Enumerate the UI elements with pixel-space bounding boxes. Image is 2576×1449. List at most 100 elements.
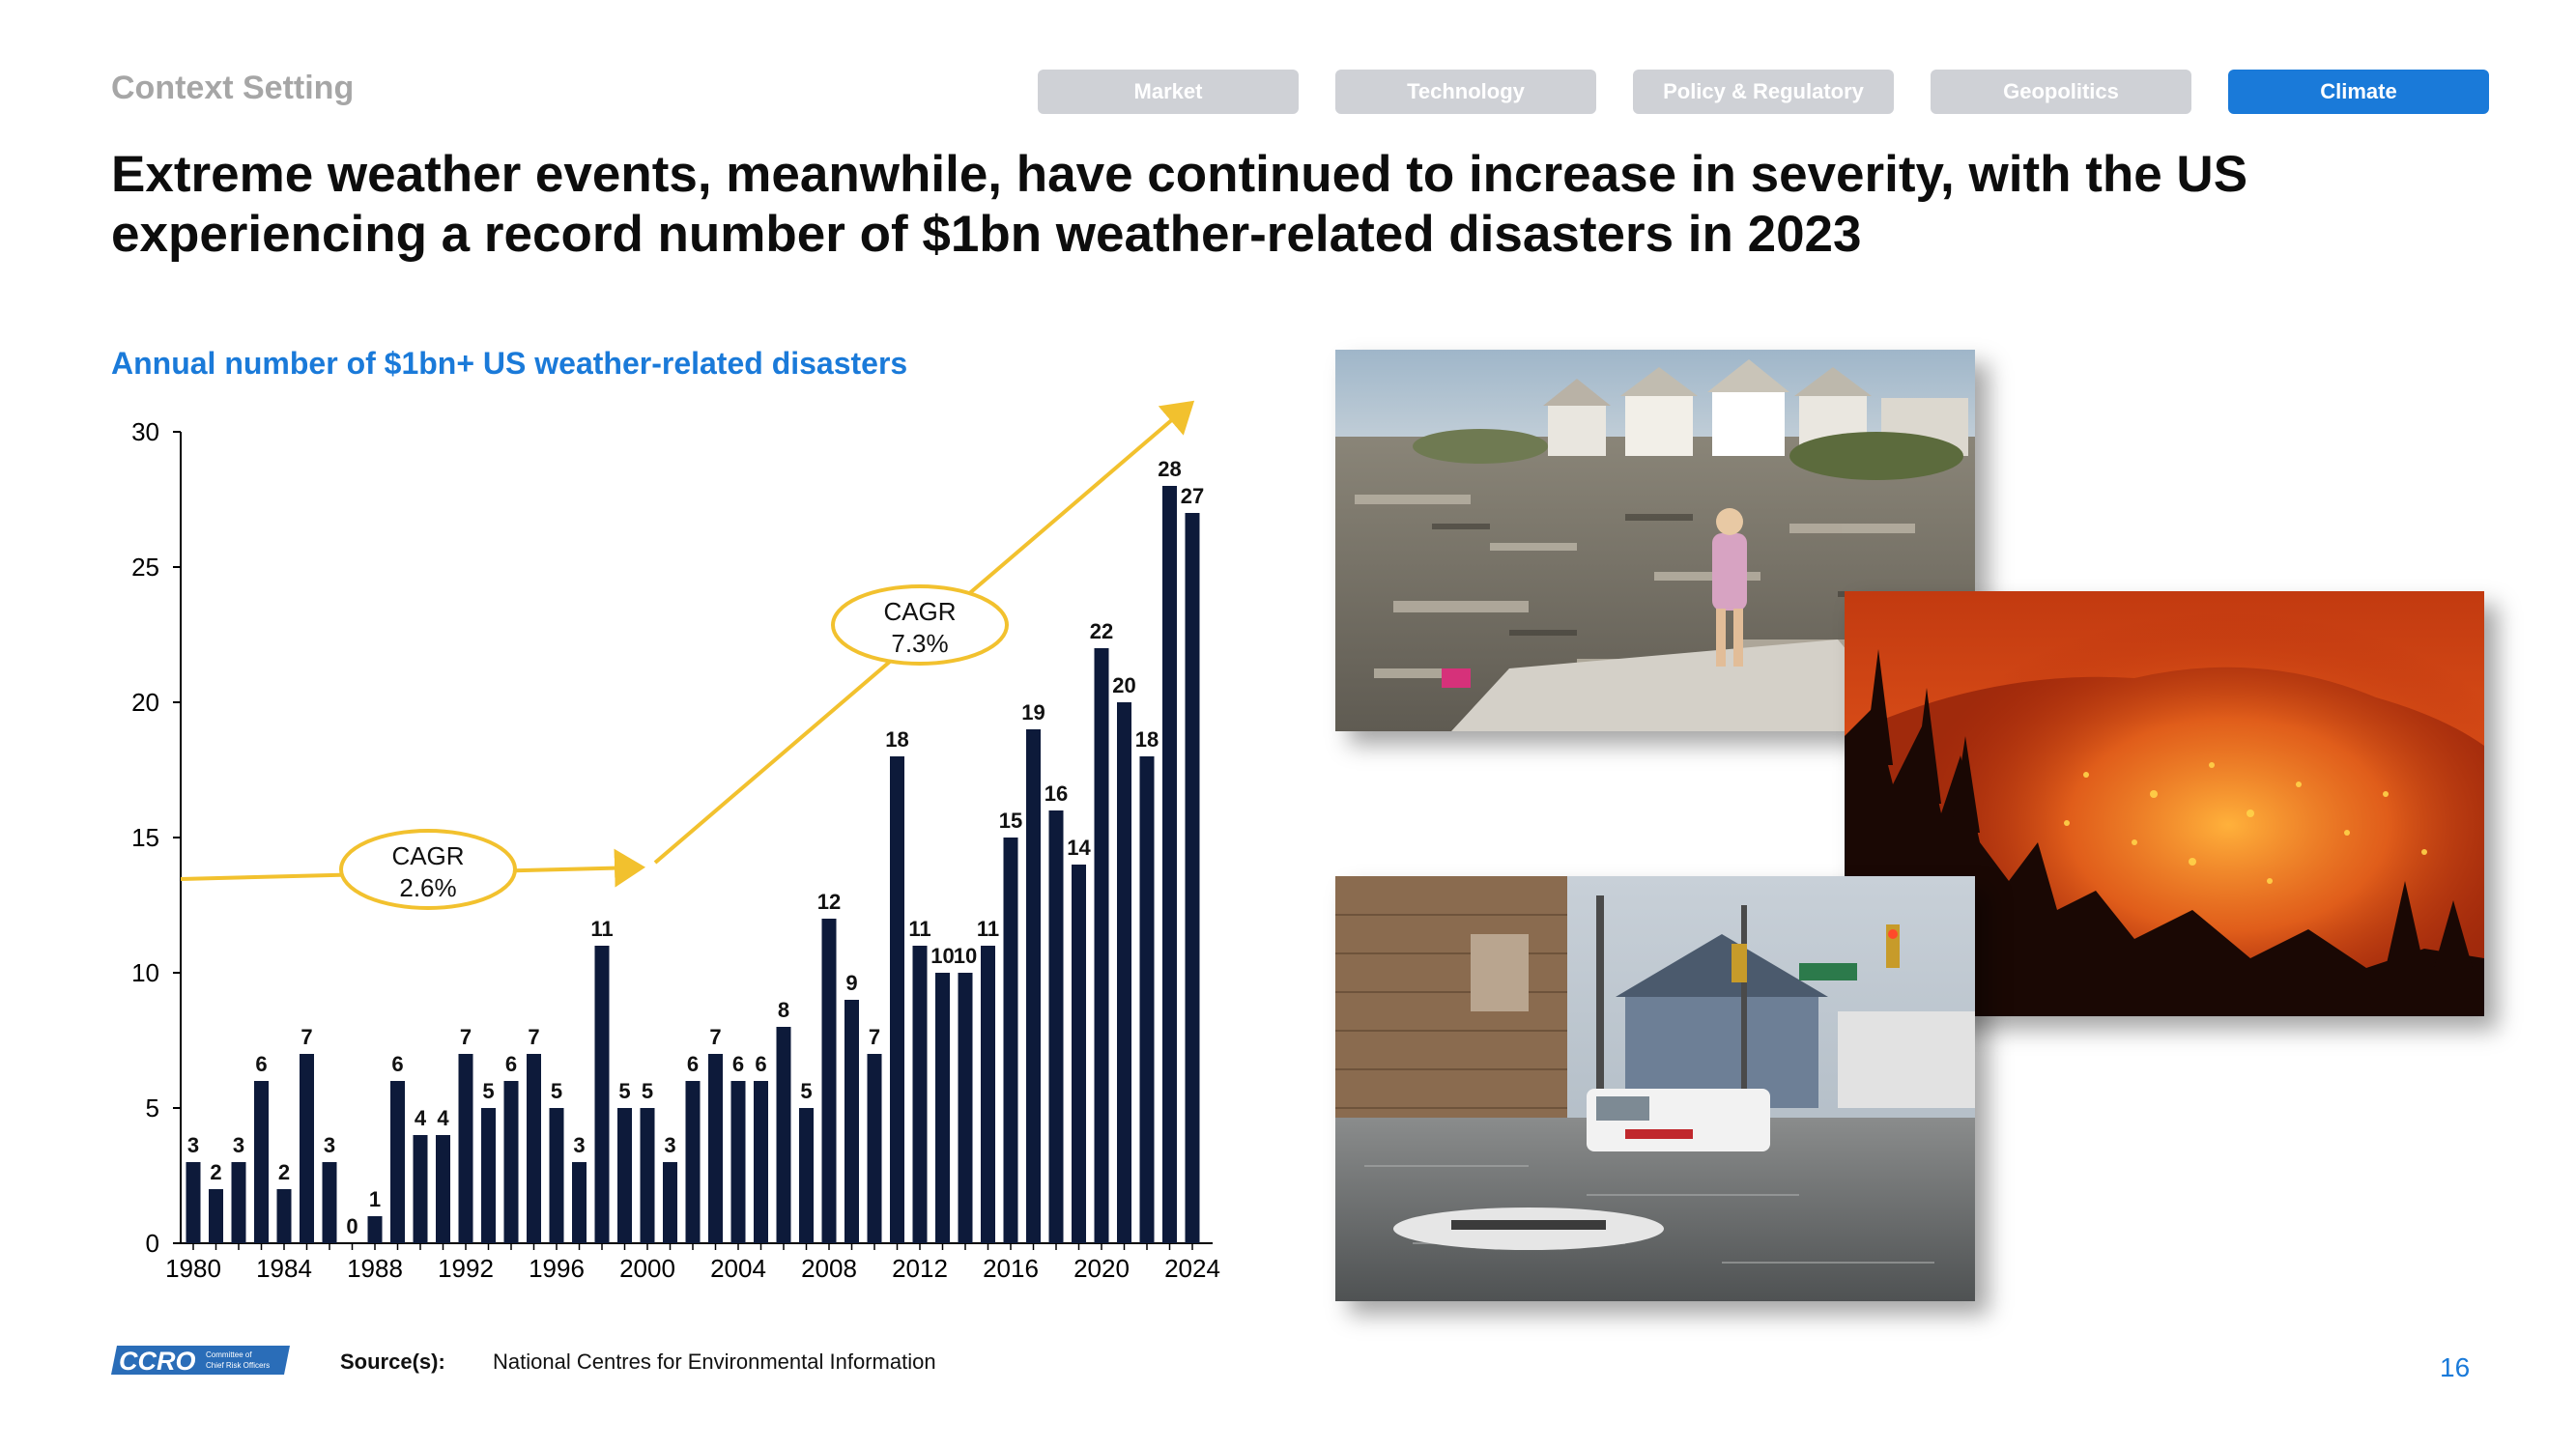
x-tick-label: 2004 bbox=[710, 1254, 766, 1283]
tab-technology[interactable]: Technology bbox=[1335, 70, 1596, 114]
data-label: 10 bbox=[930, 944, 954, 968]
cagr-callout bbox=[831, 584, 1009, 666]
y-tick-label: 30 bbox=[131, 417, 159, 446]
data-label: 6 bbox=[732, 1052, 744, 1076]
data-label: 14 bbox=[1067, 836, 1091, 860]
tab-policy-regulatory[interactable]: Policy & Regulatory bbox=[1633, 70, 1894, 114]
bar bbox=[458, 1054, 473, 1243]
data-label: 27 bbox=[1181, 484, 1204, 508]
bar bbox=[1048, 810, 1064, 1243]
bar bbox=[209, 1189, 223, 1243]
bar bbox=[572, 1162, 587, 1243]
bar bbox=[617, 1108, 632, 1243]
bar bbox=[663, 1162, 677, 1243]
cagr-value: 2.6% bbox=[399, 873, 456, 902]
data-label: 3 bbox=[664, 1133, 675, 1157]
data-label: 22 bbox=[1090, 619, 1113, 643]
page-headline: Extreme weather events, meanwhile, have … bbox=[111, 146, 2248, 263]
bar bbox=[912, 946, 928, 1243]
x-tick-label: 1984 bbox=[256, 1254, 312, 1283]
data-label: 5 bbox=[800, 1079, 812, 1103]
bar bbox=[730, 1081, 746, 1243]
data-label: 6 bbox=[391, 1052, 403, 1076]
page-number: 16 bbox=[2440, 1352, 2471, 1382]
data-label: 3 bbox=[233, 1133, 244, 1157]
bar bbox=[367, 1216, 383, 1243]
bar bbox=[776, 1027, 791, 1243]
bar bbox=[527, 1054, 541, 1243]
data-label: 3 bbox=[324, 1133, 335, 1157]
bar bbox=[481, 1108, 496, 1243]
bar bbox=[958, 973, 973, 1243]
bar bbox=[935, 973, 950, 1243]
bar bbox=[685, 1081, 701, 1243]
chart-title: Annual number of $1bn+ US weather-relate… bbox=[111, 346, 908, 381]
y-tick-label: 0 bbox=[146, 1229, 159, 1258]
bar bbox=[844, 1000, 859, 1243]
x-tick-label: 2024 bbox=[1164, 1254, 1220, 1283]
bar bbox=[1003, 838, 1018, 1243]
bar bbox=[254, 1081, 269, 1243]
bar bbox=[1026, 729, 1041, 1243]
x-tick-label: 2020 bbox=[1073, 1254, 1130, 1283]
x-tick-label: 1988 bbox=[347, 1254, 403, 1283]
data-label: 7 bbox=[709, 1025, 721, 1049]
data-label: 18 bbox=[885, 727, 908, 752]
svg-text:Chief Risk Officers: Chief Risk Officers bbox=[206, 1361, 270, 1370]
data-label: 3 bbox=[573, 1133, 585, 1157]
data-label: 7 bbox=[301, 1025, 312, 1049]
y-tick-label: 10 bbox=[131, 958, 159, 987]
data-label: 19 bbox=[1021, 700, 1045, 724]
data-label: 10 bbox=[954, 944, 977, 968]
data-label: 3 bbox=[187, 1133, 199, 1157]
bar bbox=[708, 1054, 723, 1243]
y-tick-label: 15 bbox=[131, 823, 159, 852]
svg-text:CCRO: CCRO bbox=[119, 1347, 196, 1375]
bar bbox=[754, 1081, 768, 1243]
ccro-logo: CCRO Committee of Chief Risk Officers bbox=[111, 1346, 290, 1375]
bar bbox=[390, 1081, 405, 1243]
bar bbox=[549, 1108, 564, 1243]
data-label: 7 bbox=[528, 1025, 539, 1049]
data-label: 5 bbox=[551, 1079, 562, 1103]
section-label: Context Setting bbox=[111, 70, 355, 106]
bar bbox=[186, 1162, 201, 1243]
data-label: 7 bbox=[869, 1025, 880, 1049]
data-label: 6 bbox=[687, 1052, 699, 1076]
x-tick-label: 2000 bbox=[619, 1254, 675, 1283]
cagr-value: 7.3% bbox=[891, 629, 948, 658]
data-label: 11 bbox=[908, 917, 930, 941]
x-tick-label: 2008 bbox=[801, 1254, 857, 1283]
bar bbox=[1094, 648, 1109, 1243]
data-label: 5 bbox=[618, 1079, 630, 1103]
bar bbox=[1139, 756, 1155, 1243]
x-tick-label: 1992 bbox=[438, 1254, 494, 1283]
tab-market[interactable]: Market bbox=[1038, 70, 1299, 114]
data-label: 11 bbox=[977, 917, 999, 941]
bar bbox=[1117, 702, 1131, 1243]
bar bbox=[867, 1054, 882, 1243]
source-text: National Centres for Environmental Infor… bbox=[493, 1350, 936, 1374]
y-tick-label: 25 bbox=[131, 553, 159, 582]
bar bbox=[890, 756, 904, 1243]
svg-text:Committee of: Committee of bbox=[206, 1350, 252, 1359]
cagr-callout bbox=[339, 829, 517, 910]
flood-photo bbox=[1335, 876, 1975, 1301]
data-label: 16 bbox=[1045, 781, 1068, 806]
data-label: 8 bbox=[778, 998, 789, 1022]
bar bbox=[276, 1189, 292, 1243]
tab-climate[interactable]: Climate bbox=[2228, 70, 2489, 114]
data-label: 0 bbox=[346, 1214, 358, 1238]
data-label: 2 bbox=[278, 1160, 290, 1184]
bar bbox=[1185, 513, 1200, 1243]
data-label: 12 bbox=[817, 890, 841, 914]
data-label: 6 bbox=[255, 1052, 267, 1076]
data-label: 5 bbox=[642, 1079, 653, 1103]
source-label: Source(s): bbox=[340, 1350, 445, 1374]
tab-geopolitics[interactable]: Geopolitics bbox=[1931, 70, 2191, 114]
bar bbox=[1072, 865, 1086, 1243]
data-label: 5 bbox=[482, 1079, 494, 1103]
data-label: 6 bbox=[505, 1052, 517, 1076]
data-label: 28 bbox=[1158, 457, 1181, 481]
